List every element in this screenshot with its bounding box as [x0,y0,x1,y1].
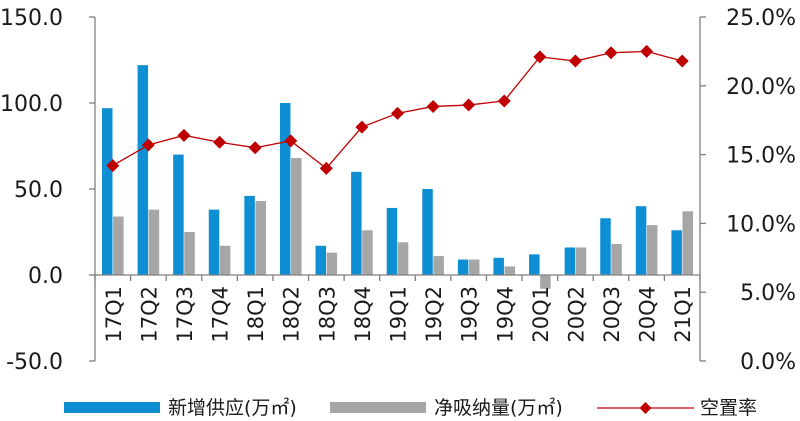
right-axis-ticks: 0.0% 5.0% 10.0% 15.0% 20.0% 25.0% [700,6,796,375]
x-tick-label-17Q3: 17Q3 [173,286,197,343]
absorption-bar-17Q1 [113,216,124,275]
supply-bar-18Q4 [351,171,362,275]
vacancy-point-19Q2 [426,99,440,113]
supply-bar-20Q2 [564,247,576,275]
legend-swatch-supply [64,402,160,413]
supply-bar-17Q2 [137,65,149,275]
vacancy-point-20Q1 [533,50,547,64]
supply-bar-19Q2 [422,189,433,275]
x-tick-label-17Q4: 17Q4 [209,286,233,343]
left-tick-label: -50.0 [6,350,63,375]
supply-bar-18Q2 [279,103,291,275]
x-tick-label-20Q3: 20Q3 [600,286,624,343]
absorption-bar-18Q2 [291,158,302,275]
absorption-bar-18Q3 [326,252,338,275]
supply-bar-17Q4 [208,209,220,275]
x-tick-label-20Q1: 20Q1 [529,286,553,343]
vacancy-line-layer [106,44,689,175]
absorption-bar-17Q2 [148,209,160,275]
vacancy-point-18Q4 [355,120,369,134]
x-tick-label-17Q2: 17Q2 [137,286,161,343]
vacancy-point-18Q2 [284,134,298,148]
x-tick-label-20Q4: 20Q4 [636,286,660,343]
supply-bar-20Q3 [600,218,611,275]
x-tick-label-20Q2: 20Q2 [564,286,588,343]
right-tick-label: 25.0% [726,6,796,31]
x-axis-ticks: 17Q1 17Q2 17Q3 17Q4 18Q1 18Q2 18Q3 18Q4 19Q1 19Q2… [94,275,701,343]
left-tick-label: 150.0 [0,6,63,31]
absorption-bar-20Q4 [646,225,658,275]
legend-label-vacancy: 空置率 [700,397,757,419]
vacancy-point-17Q4 [213,135,227,149]
left-axis-ticks: -50.0 0.0 50.0 100.0 150.0 [0,6,95,375]
legend-swatch-absorption [330,402,426,413]
x-tick-label-17Q1: 17Q1 [102,286,126,343]
legend: 新增供应(万㎡) 净吸纳量(万㎡) 空置率 [64,396,757,419]
vacancy-point-18Q1 [248,141,262,155]
vacancy-point-19Q3 [462,98,476,112]
left-tick-label: 100.0 [0,92,63,117]
supply-bar-17Q1 [101,108,113,275]
right-tick-label: 5.0% [740,281,796,306]
left-tick-label: 0.0 [28,264,63,289]
absorption-bar-20Q3 [611,244,622,275]
absorption-bar-19Q3 [468,259,480,275]
vacancy-point-17Q3 [177,128,191,142]
x-tick-label-19Q1: 19Q1 [387,286,411,343]
absorption-bar-17Q3 [184,232,195,275]
vacancy-point-20Q2 [568,54,582,68]
right-tick-label: 20.0% [726,75,796,100]
supply-bar-20Q1 [529,254,540,275]
x-tick-label-21Q1: 21Q1 [671,286,695,343]
legend-label-absorption: 净吸纳量(万㎡) [434,396,563,419]
left-tick-label: 50.0 [14,178,63,203]
absorption-bar-18Q4 [362,230,373,275]
absorption-bar-20Q1 [540,275,551,289]
absorption-bar-18Q1 [255,201,266,275]
x-tick-label-19Q4: 19Q4 [493,286,517,343]
x-tick-label-18Q1: 18Q1 [244,286,268,343]
legend-marker-vacancy [639,402,652,414]
absorption-bar-20Q2 [575,247,587,275]
supply-bar-18Q1 [244,195,255,275]
supply-bar-21Q1 [671,230,682,275]
vacancy-point-20Q3 [604,46,618,60]
vacancy-point-19Q4 [497,94,511,108]
supply-bar-17Q3 [173,154,184,275]
absorption-bar-19Q1 [397,242,409,275]
absorption-bar-19Q4 [504,266,516,275]
vacancy-point-17Q2 [141,138,155,152]
bars-layer [101,65,694,289]
vacancy-point-19Q1 [391,106,404,120]
supply-bar-19Q1 [386,207,398,275]
supply-bar-19Q4 [493,257,504,275]
x-tick-label-18Q2: 18Q2 [280,286,304,343]
right-tick-label: 15.0% [726,144,796,169]
absorption-bar-19Q2 [433,256,444,275]
supply-bar-18Q3 [315,245,327,275]
vacancy-point-21Q1 [675,54,689,68]
supply-bar-19Q3 [457,259,469,275]
x-tick-label-18Q3: 18Q3 [315,286,339,343]
absorption-bar-17Q4 [219,245,231,275]
x-tick-label-19Q2: 19Q2 [422,286,446,343]
absorption-bar-21Q1 [682,211,694,275]
vacancy-point-17Q1 [106,159,120,173]
vacancy-point-18Q3 [319,161,333,175]
vacancy-point-20Q4 [640,44,654,58]
x-tick-label-19Q3: 19Q3 [458,286,482,343]
right-tick-label: 10.0% [726,212,796,237]
right-tick-label: 0.0% [740,350,796,375]
supply-bar-20Q4 [635,206,647,275]
x-tick-label-18Q4: 18Q4 [351,286,375,343]
legend-label-supply: 新增供应(万㎡) [168,396,297,419]
